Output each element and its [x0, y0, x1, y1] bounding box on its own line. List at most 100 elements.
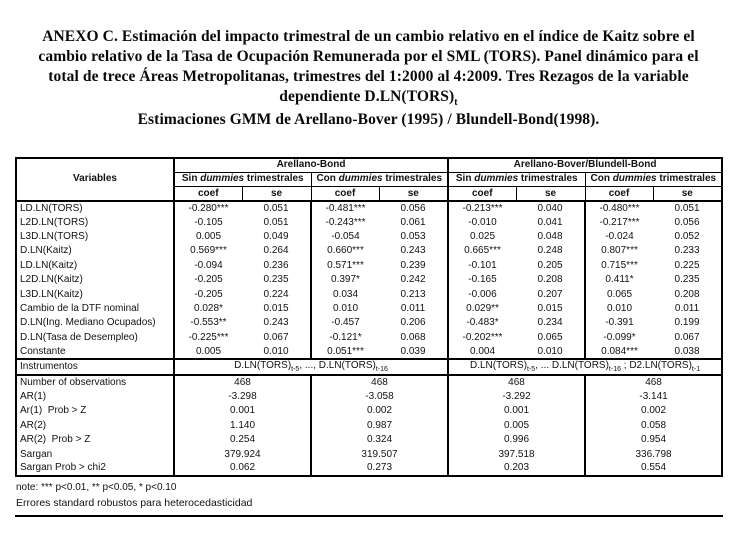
se-value: 0.015 [537, 303, 563, 314]
se-value: 0.048 [537, 231, 563, 243]
variable-name: L2D.LN(Kaitz) [16, 272, 175, 288]
significance-note: note: *** p<0.01, ** p<0.05, * p<0.10 [16, 481, 177, 493]
subgroup-suffix: trimestrales [656, 173, 717, 185]
se-value: 0.207 [537, 288, 563, 300]
coefficient-row: L2D.LN(TORS) -0.105 0.051 -0.243*** 0.061 -0.… [16, 215, 722, 230]
se-value: 0.011 [674, 303, 700, 314]
col-header-coef: coef [310, 185, 380, 202]
col-header-se: se [652, 185, 723, 202]
se-value: 0.236 [263, 259, 289, 271]
se-value: 0.065 [537, 331, 563, 343]
coefficient-row: D.LN(Kaitz) 0.569*** 0.264 0.660*** 0.243 0.6… [16, 244, 722, 259]
coef-value: -0.213*** [447, 200, 517, 216]
stat-value: 0.987 [309, 418, 449, 433]
instrument-text: D.LN(TORS) [234, 360, 292, 372]
coefficient-row: L2D.LN(Kaitz) -0.205 0.235 0.397* 0.242 -0.16… [16, 272, 722, 288]
instruments-body: Instrumentos D.LN(TORS)t-5, ..., D.LN(TO… [16, 359, 723, 377]
instrument-text: D.LN(TORS) [469, 360, 528, 372]
coef-value: 0.660*** [310, 244, 379, 259]
se-value: 0.225 [674, 259, 700, 271]
instruments-arellano-bover-blundell-bond: D.LN(TORS)t-5, ... D.LN(TORS)t-16 ; D2.L… [448, 359, 723, 377]
stat-value: 0.062 [229, 462, 256, 474]
subgroup-prefix: Con [316, 173, 339, 185]
coef-value: 0.397* [310, 272, 379, 288]
subgroup-italic: dummies [612, 173, 657, 185]
se-value: 0.208 [674, 288, 700, 300]
coef-value: -0.205 [194, 288, 223, 300]
stat-value: 336.798 [584, 447, 723, 462]
estimator-header-row: Variables Arellano-Bond Arellano-Bover/B… [15, 157, 723, 202]
stat-label: Sargan [16, 447, 175, 462]
variable-name: D.LN(Tasa de Desempleo) [16, 330, 175, 345]
stat-value: 319.507 [309, 447, 449, 462]
se-value: 0.011 [400, 303, 426, 314]
instrument-text: ; D2.LN(TORS) [620, 360, 692, 372]
coefficient-row: Cambio de la DTF nominal 0.028* 0.015 0.010… [16, 301, 722, 316]
coef-value: 0.715*** [584, 258, 654, 273]
stat-label: AR(1) [16, 389, 175, 404]
robust-errors-note: Errores standard robustos para heteroced… [16, 496, 253, 509]
instrument-subscript: t-16 [608, 366, 621, 374]
instruments-arellano-bond: D.LN(TORS)t-5, ..., D.LN(TORS)t-16 [174, 359, 450, 377]
stat-value: 0.324 [309, 432, 449, 448]
coefficient-row: LD.LN(Kaitz) -0.094 0.236 0.571*** 0.239 -0.1… [16, 258, 722, 273]
col-header-se: se [515, 185, 586, 202]
se-value: 0.224 [263, 288, 289, 300]
coefficient-row: L3D.LN(TORS) 0.005 0.049 -0.054 0.053 0.025 0.… [16, 229, 722, 244]
se-value: 0.235 [263, 274, 289, 286]
se-value: 0.061 [400, 216, 426, 228]
coef-value: -0.243*** [310, 215, 379, 230]
instruments-row: Instrumentos D.LN(TORS)t-5, ..., D.LN(TO… [16, 359, 723, 377]
coef-value: 0.010 [584, 301, 654, 316]
variable-name: D.LN(Ing. Mediano Ocupados) [16, 315, 175, 331]
coef-value: 0.005 [174, 344, 242, 361]
se-value: 0.067 [674, 331, 700, 343]
coefficient-row: Constante 0.005 0.010 0.051*** 0.039 0.004 0.0… [16, 344, 723, 361]
se-value: 0.242 [400, 274, 426, 286]
se-value: 0.213 [400, 288, 426, 300]
variable-name: Constante [16, 344, 175, 361]
se-value: 0.206 [400, 317, 426, 329]
se-value: 0.049 [263, 231, 289, 243]
se-value: 0.235 [674, 274, 700, 286]
se-value: 0.056 [674, 216, 700, 228]
variable-name: Cambio de la DTF nominal [16, 301, 175, 316]
stat-row: AR(2) Prob > Z 0.254 0.324 0.996 0.954 [16, 432, 723, 448]
coef-value: 0.025 [447, 229, 517, 244]
coef-value: -0.165 [447, 272, 517, 288]
instrument-text: , ... D.LN(TORS) [535, 360, 609, 372]
se-value: 0.053 [400, 231, 426, 243]
stat-value: 0.996 [447, 432, 586, 448]
coef-value: -0.101 [447, 258, 517, 273]
coef-value: 0.010 [310, 301, 379, 316]
variable-name: L2D.LN(TORS) [16, 215, 175, 230]
subgroup-header-sin-dummies-ab: Sin dummies trimestrales [173, 171, 312, 187]
coefficient-row: L3D.LN(Kaitz) -0.205 0.224 0.034 0.213 -0.006… [16, 287, 722, 302]
coef-value: 0.034 [310, 287, 379, 302]
coef-value: -0.480*** [584, 200, 654, 216]
se-value: 0.208 [537, 274, 563, 286]
stat-value: -3.292 [447, 389, 586, 404]
coef-value: -0.202*** [447, 330, 517, 345]
coef-value: 0.051*** [310, 344, 379, 361]
subgroup-suffix: trimestrales [518, 173, 578, 185]
instrument-subscript: t-5 [291, 366, 300, 374]
se-value: 0.041 [537, 216, 563, 228]
stat-value: 0.273 [309, 461, 449, 476]
se-value: 0.051 [263, 202, 289, 214]
col-header-coef: coef [173, 185, 243, 202]
se-value: 0.239 [400, 259, 426, 271]
stat-value: 1.140 [229, 419, 256, 431]
coefficients-body: LD.LN(TORS) -0.280*** 0.051 -0.481*** 0.056 -… [16, 200, 723, 361]
title-subscript: t [454, 97, 458, 109]
coef-value: 0.084*** [584, 344, 654, 361]
coef-value: -0.391 [584, 315, 654, 331]
stat-value: 0.001 [229, 405, 256, 417]
table-header: Variables Arellano-Bond Arellano-Bover/B… [15, 157, 723, 202]
coef-value: 0.665*** [447, 244, 517, 259]
variable-name: LD.LN(TORS) [16, 200, 175, 216]
coef-value: -0.217*** [584, 215, 654, 230]
instruments-label: Instrumentos [16, 359, 175, 377]
variable-name: D.LN(Kaitz) [16, 244, 175, 259]
subgroup-italic: dummies [474, 173, 519, 185]
